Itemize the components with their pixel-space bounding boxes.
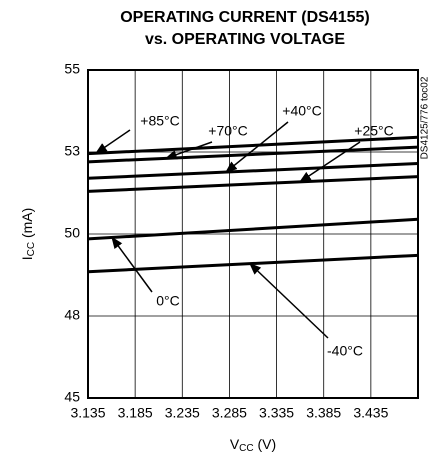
x-tick-label: 3.285 <box>212 405 247 421</box>
label-arrow <box>111 236 153 293</box>
y-label-sub: CC <box>26 242 37 256</box>
x-label-sub: CC <box>239 443 253 454</box>
series-label: +25°C <box>354 123 393 139</box>
y-tick-label: 45 <box>64 389 80 405</box>
series-line <box>87 161 419 180</box>
label-arrow <box>299 141 361 183</box>
series-label: +70°C <box>208 123 247 139</box>
y-label-part: (mA) <box>19 208 35 242</box>
series-label: +85°C <box>140 113 179 129</box>
x-tick-label: 3.235 <box>165 405 200 421</box>
x-tick-label: 3.385 <box>306 405 341 421</box>
chart-title: OPERATING CURRENT (DS4155) <box>120 9 370 26</box>
series-line <box>87 145 419 164</box>
x-label-part: V <box>230 436 240 452</box>
series-line <box>87 253 419 274</box>
x-tick-label: 3.185 <box>118 405 153 421</box>
y-tick-label: 50 <box>64 225 80 241</box>
x-tick-label: 3.435 <box>353 405 388 421</box>
series-label: -40°C <box>327 343 363 359</box>
y-tick-label: 55 <box>64 61 80 77</box>
series-label: +40°C <box>282 103 321 119</box>
series-line <box>87 175 419 193</box>
y-tick-label: 48 <box>64 307 80 323</box>
chart-title: vs. OPERATING VOLTAGE <box>145 31 345 48</box>
y-label-part: I <box>19 256 35 260</box>
x-tick-label: 3.135 <box>70 405 105 421</box>
label-arrow <box>164 141 213 160</box>
y-axis-label: ICC (mA) <box>19 208 37 261</box>
y-tick-label: 53 <box>64 143 80 159</box>
series-line <box>87 135 419 156</box>
x-label-part: (V) <box>254 436 277 452</box>
label-arrow <box>95 129 131 154</box>
series-line <box>87 217 419 241</box>
label-arrow <box>225 121 289 173</box>
side-note: DS4125/776 toc02 <box>420 76 431 159</box>
series-label: 0°C <box>156 293 180 309</box>
x-axis-label: VCC (V) <box>230 436 276 454</box>
label-arrow <box>249 262 329 339</box>
x-tick-label: 3.335 <box>259 405 294 421</box>
plot-frame <box>87 69 419 399</box>
